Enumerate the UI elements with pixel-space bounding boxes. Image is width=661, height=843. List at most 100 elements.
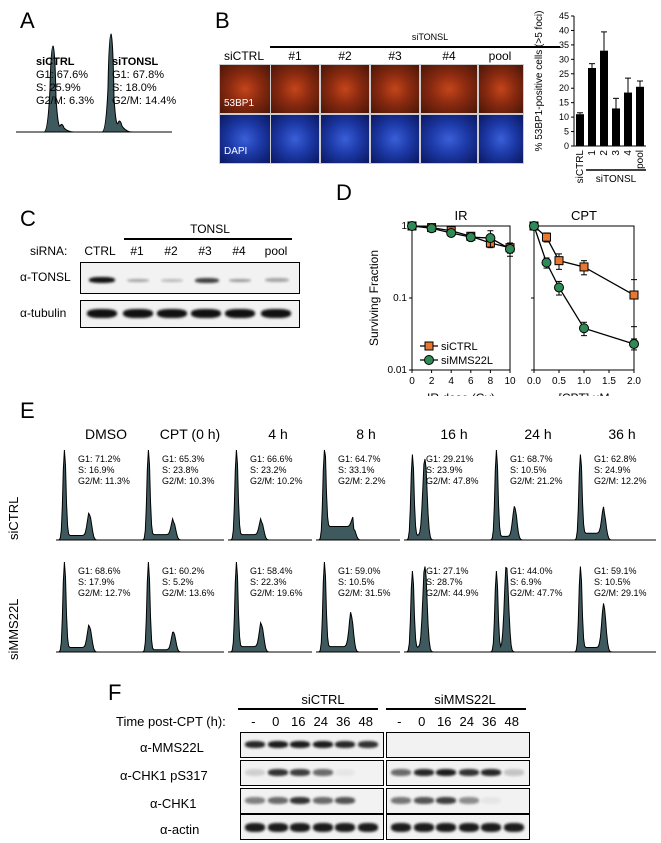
flow-stat-mms-1-2: G2/M: 13.6%: [162, 588, 215, 598]
f-lane-0-0: -: [251, 714, 256, 729]
flow-histogram-mms-0: [56, 561, 140, 653]
flow-stat-ctrl-3-2: G2/M: 2.2%: [338, 476, 386, 486]
flow-stat-ctrl-3-0: G1: 64.7%: [338, 454, 381, 464]
panel-f-row-chk1: α-CHK1: [150, 796, 197, 811]
f-band-2-0-3: [312, 797, 333, 804]
cpt-x-tick-label: 0.5: [552, 376, 566, 387]
band-tubulin-4: [225, 309, 255, 318]
panel-a-ctrl-g1: G1: 67.6%: [36, 69, 88, 81]
f-lane-0-4: 36: [336, 714, 351, 729]
flow-stat-ctrl-6-0: G1: 62.8%: [594, 454, 637, 464]
panel-b-col-pool: pool: [488, 49, 512, 63]
f-lane-1-1: 0: [418, 714, 426, 729]
f-band-1-1-4: [481, 769, 501, 776]
cpt-point: [579, 262, 589, 272]
bar-y-tick-label: 25: [559, 69, 569, 79]
ir-x-tick-label: 10: [504, 376, 516, 387]
micrograph-dapi-2: [320, 114, 370, 164]
ir-x-tick-label: 4: [448, 376, 454, 387]
flow-stat-mms-2-2: G2/M: 19.6%: [250, 588, 303, 598]
f-band-1-1-1: [413, 769, 434, 776]
flow-stat-mms-6-2: G2/M: 29.1%: [594, 588, 647, 598]
flow-timepoint-1: CPT (0 h): [159, 426, 221, 442]
flow-histogram-mms-6: [572, 566, 656, 653]
cpt-x-tick-label: 0.0: [527, 376, 541, 387]
panel-e-row-mms: siMMS22L: [6, 598, 21, 660]
panel-f-group1-line: [238, 708, 378, 710]
panel-c-lane-2: #2: [164, 244, 178, 258]
flow-stat-ctrl-1-2: G2/M: 10.3%: [162, 476, 215, 486]
ir-x-tick-label: 0: [409, 376, 415, 387]
f-band-2-1-2: [436, 797, 456, 804]
flow-stat-mms-5-1: S: 6.9%: [510, 577, 542, 587]
flow-stat-mms-4-0: G1: 27.1%: [426, 566, 469, 576]
cpt-frame: [533, 225, 635, 371]
bar-1: [588, 68, 596, 146]
flow-stat-ctrl-1-0: G1: 65.3%: [162, 454, 205, 464]
bar-category-label: 2: [599, 150, 610, 156]
bar-y-tick-label: 15: [559, 98, 569, 108]
flow-timepoint-3: 8 h: [356, 426, 376, 442]
f-band-2-1-4: [481, 797, 501, 804]
f-blot-1-1: [386, 760, 530, 786]
cpt-x-label: [CPT] μM: [559, 391, 610, 396]
f-band-3-1-4: [481, 823, 501, 832]
f-band-1-0-3: [312, 769, 333, 776]
f-lane-0-2: 16: [291, 714, 306, 729]
bar-group-label: siTONSL: [596, 174, 637, 185]
bar-category-label: 1: [587, 150, 598, 156]
panel-c-sirna-label: siRNA:: [30, 244, 68, 258]
f-blot-2-0: [240, 788, 384, 814]
flow-stat-mms-4-1: S: 28.7%: [426, 577, 463, 587]
panel-c-group-line: [124, 238, 292, 240]
panel-a-histogram: [16, 33, 172, 133]
f-band-0-0-0: [245, 741, 265, 748]
legend-marker-0: [424, 341, 434, 351]
band-tubulin-2: [157, 309, 187, 318]
ir-y-label: Surviving Fraction: [367, 250, 381, 346]
f-band-3-0-4: [335, 823, 355, 832]
flow-stat-ctrl-0-1: S: 16.9%: [78, 465, 115, 475]
f-blot-0-1: [386, 732, 530, 758]
panel-b-col-1: #1: [288, 49, 302, 63]
flow-timepoint-5: 24 h: [524, 426, 552, 442]
ir-y-tick-label: 0.1: [393, 293, 407, 304]
flow-stat-ctrl-1-1: S: 23.8%: [162, 465, 199, 475]
micrograph-53bp1-3: [370, 64, 420, 114]
f-band-2-1-1: [413, 797, 434, 804]
cpt-x-tick-label: 2.0: [627, 376, 641, 387]
f-band-0-0-5: [357, 741, 378, 748]
bar-category-label: 4: [623, 150, 634, 156]
f-lane-1-3: 24: [459, 714, 474, 729]
flow-histogram-mms-1: [140, 561, 224, 653]
panel-f-label: F: [108, 680, 122, 705]
f-lane-1-2: 16: [437, 714, 452, 729]
flow-timepoint-6: 36 h: [608, 426, 636, 442]
cpt-point: [629, 290, 639, 300]
flow-histogram-ctrl-1: [140, 449, 224, 541]
micrograph-dapi-1: [270, 114, 320, 164]
flow-stat-mms-3-1: S: 10.5%: [338, 577, 375, 587]
f-band-2-0-0: [245, 797, 265, 804]
bar-y-tick-label: 0: [564, 141, 569, 151]
cpt-x-tick-label: 1.5: [602, 376, 616, 387]
panel-a-label: A: [20, 8, 35, 33]
band-tubulin-ctrl: [87, 309, 117, 318]
panel-e-label: E: [20, 398, 35, 423]
cpt-point: [541, 257, 552, 268]
f-blot-3-0: [240, 814, 384, 840]
f-band-0-0-2: [290, 741, 310, 748]
f-band-2-0-1: [267, 797, 288, 804]
ir-point: [485, 233, 496, 244]
flow-histogram-mms-2: [228, 561, 312, 653]
flow-stat-ctrl-0-0: G1: 71.2%: [78, 454, 121, 464]
bar-5: [636, 86, 644, 146]
f-band-1-1-3: [458, 769, 479, 776]
bar-category-label: 3: [611, 150, 622, 156]
flow-histogram-ctrl-4: [404, 454, 488, 541]
ir-y-tick-label: 1: [401, 221, 407, 232]
flow-stat-ctrl-6-2: G2/M: 12.2%: [594, 476, 647, 486]
panel-a-tonsl-g1: G1: 67.8%: [112, 69, 164, 81]
panel-c-row-tubulin: α-tubulin: [20, 306, 67, 320]
flow-stat-mms-3-0: G1: 59.0%: [338, 566, 381, 576]
